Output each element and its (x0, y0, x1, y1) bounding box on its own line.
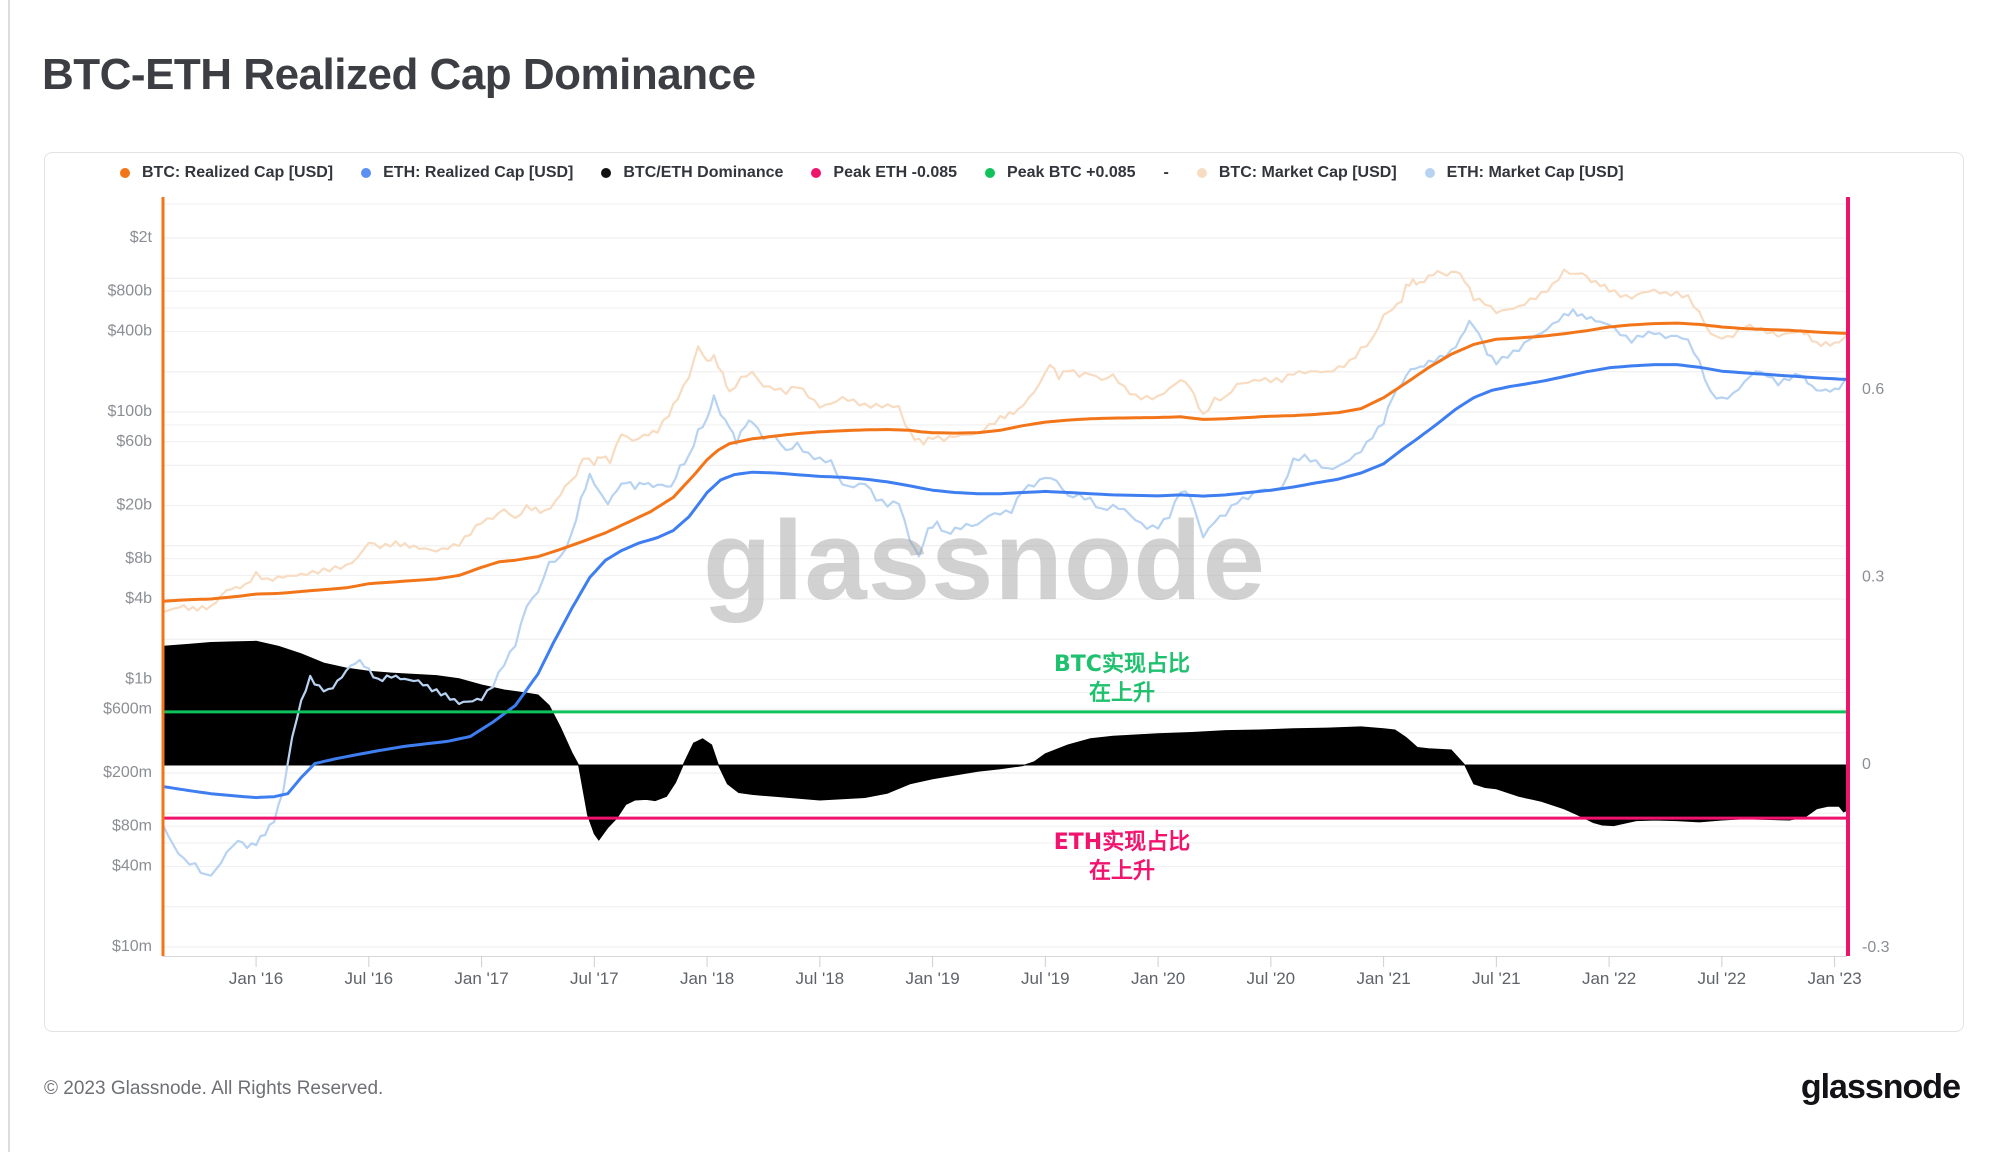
x-axis-tick-label: Jan '22 (1582, 969, 1636, 988)
left-axis-tick-label: $20b (116, 497, 152, 514)
legend-label: BTC: Realized Cap [USD] (142, 164, 334, 181)
legend-item-peak-btc-0-085[interactable]: Peak BTC +0.085 (985, 164, 1136, 182)
annotation-btc-line2: 在上升 (1088, 681, 1155, 706)
x-axis-tick-label: Jul '18 (796, 969, 845, 988)
legend-label: BTC/ETH Dominance (623, 164, 784, 181)
glassnode-watermark: glassnode (703, 498, 1266, 623)
legend-label: ETH: Realized Cap [USD] (383, 164, 574, 181)
series-eth-market-cap-usd-line (162, 308, 1849, 877)
x-axis-tick-label: Jul '22 (1698, 969, 1747, 988)
legend-label: Peak BTC +0.085 (1007, 164, 1136, 181)
legend-label: BTC: Market Cap [USD] (1218, 164, 1397, 181)
legend-dot (811, 168, 822, 178)
legend-item-eth-realized-cap-usd[interactable]: ETH: Realized Cap [USD] (361, 164, 573, 182)
left-axis-tick-label: $800b (108, 282, 153, 299)
left-axis-tick-label: $4b (125, 590, 152, 607)
x-axis-tick-label: Jan '19 (905, 969, 959, 988)
annotation-btc-line1: BTC实现占比 (1054, 652, 1190, 677)
legend-dot (1196, 168, 1207, 178)
series-btc-realized-cap-usd-line (162, 321, 1849, 603)
left-axis-tick-label: $2t (130, 229, 153, 246)
left-axis-tick-label: $400b (108, 323, 153, 340)
x-axis-tick-label: Jan '21 (1356, 969, 1410, 988)
x-axis-tick-label: Jul '17 (570, 969, 619, 988)
left-axis-tick-label: $80m (112, 817, 152, 834)
x-axis-tick-label: Jan '17 (454, 969, 508, 988)
right-axis-tick-label: 0.6 (1862, 381, 1884, 398)
x-axis-tick-label: Jan '23 (1807, 969, 1861, 988)
left-axis-tick-label: $200m (103, 764, 152, 781)
legend-item-eth-market-cap-usd[interactable]: ETH: Market Cap [USD] (1424, 164, 1624, 182)
legend-item-btc-eth-dominance[interactable]: BTC/ETH Dominance (601, 164, 783, 182)
legend: BTC: Realized Cap [USD] ETH: Realized Cap… (120, 164, 1624, 182)
annotation-eth-line2: 在上升 (1088, 859, 1155, 884)
series-btc-eth-dominance-area (163, 640, 1849, 841)
series-eth-realized-cap-usd-line (162, 363, 1849, 800)
left-axis-tick-label: $60b (116, 433, 152, 450)
legend-item-btc-market-cap-usd[interactable]: BTC: Market Cap [USD] (1196, 164, 1397, 182)
right-axis-tick-label: 0.3 (1862, 569, 1884, 586)
x-axis-tick-label: Jul '21 (1472, 969, 1521, 988)
series-btc-market-cap-usd-line (162, 268, 1849, 613)
x-axis-tick-label: Jul '16 (345, 969, 394, 988)
left-axis-tick-label: $100b (108, 403, 153, 420)
legend-dot (1424, 168, 1435, 178)
left-axis-tick-label: $600m (103, 700, 152, 717)
legend-dot (985, 168, 996, 178)
annotation-eth-dominance-rising: ETH实现占比 在上升 (992, 828, 1252, 886)
copyright-text: © 2023 Glassnode. All Rights Reserved. (44, 1078, 384, 1099)
glassnode-logo: glassnode (1800, 1068, 1961, 1106)
chart-card (44, 152, 1964, 1032)
legend-dot (120, 168, 130, 178)
legend-item-dash[interactable]: - (1164, 164, 1169, 182)
window-edge-divider (8, 0, 10, 1152)
right-axis-tick-label: 0 (1862, 756, 1871, 773)
right-axis-tick-label: -0.3 (1862, 939, 1890, 956)
x-axis-tick-label: Jan '16 (229, 969, 283, 988)
legend-item-peak-eth-0-085[interactable]: Peak ETH -0.085 (811, 164, 957, 182)
left-axis-tick-label: $1b (125, 671, 152, 688)
legend-dot (601, 168, 612, 178)
legend-item-btc-realized-cap-usd[interactable]: BTC: Realized Cap [USD] (120, 164, 333, 182)
x-axis-tick-label: Jul '20 (1247, 969, 1296, 988)
legend-label: ETH: Market Cap [USD] (1446, 164, 1624, 181)
annotation-eth-line1: ETH实现占比 (1053, 830, 1191, 855)
legend-label: - (1163, 164, 1169, 181)
legend-dot (361, 168, 372, 178)
x-axis-tick-label: Jan '18 (680, 969, 734, 988)
legend-label: Peak ETH -0.085 (833, 164, 958, 181)
left-axis-tick-label: $40m (112, 858, 152, 875)
x-axis-tick-label: Jan '20 (1131, 969, 1185, 988)
left-axis-tick-label: $8b (125, 550, 152, 567)
x-axis-tick-label: Jul '19 (1021, 969, 1070, 988)
annotation-btc-dominance-rising: BTC实现占比 在上升 (992, 650, 1252, 708)
page-title: BTC-ETH Realized Cap Dominance (42, 50, 756, 99)
left-axis-tick-label: $10m (112, 938, 152, 955)
